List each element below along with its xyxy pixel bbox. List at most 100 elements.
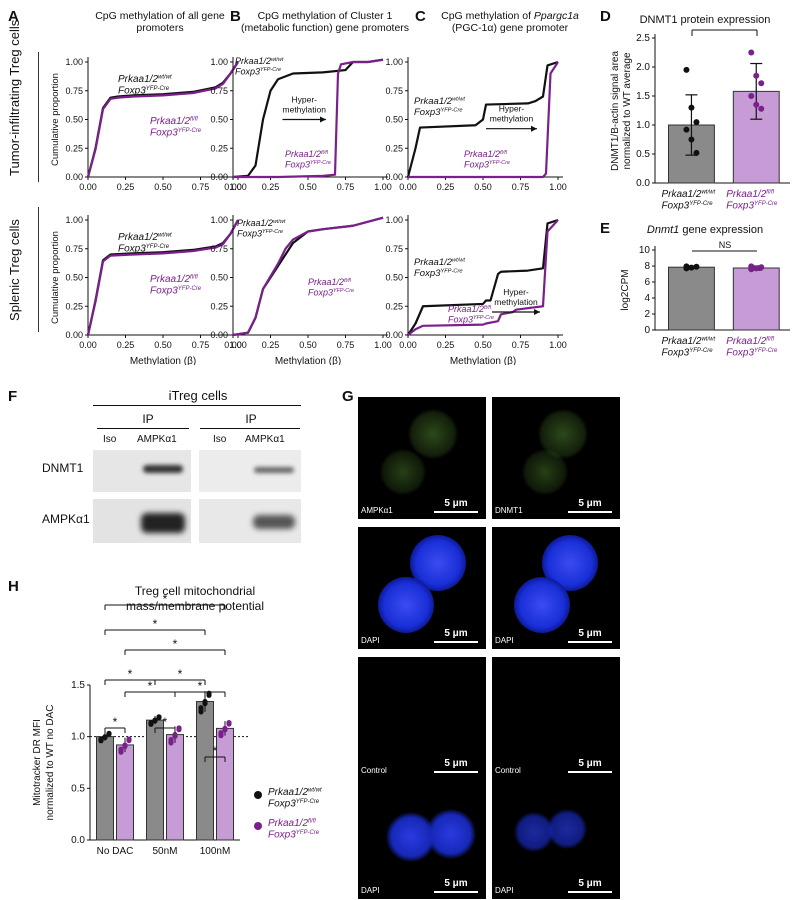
y-tick-label: 0.75 (65, 86, 83, 96)
legend-wt-line1: Prkaa1/2wt/wt (118, 232, 172, 243)
x-tick-label: 1.00 (549, 340, 567, 350)
bar-charts-de: 0.00.51.01.52.02.5Prkaa1/2wt/wtFoxp3YFP-… (610, 28, 790, 359)
x-axis-label: Methylation (β) (450, 356, 516, 365)
blot-row-dnmt1-label: DNMT1 (42, 461, 84, 475)
legend-wt-line2: Foxp3YFP-Cre (118, 86, 170, 97)
panel-a-title: CpG methylation of all gene promoters (95, 10, 225, 34)
blot-lane-ampk-1: AMPKα1 (137, 434, 177, 445)
sig-star: * (148, 679, 153, 693)
legend-wt-line1: Prkaa1/2wt/wt (118, 74, 172, 85)
data-point (683, 66, 690, 73)
scale-bar: 5 μm (568, 498, 612, 513)
blot-ampk-image-2 (199, 499, 301, 543)
pvalue-label: P = 0.0670 (701, 28, 750, 30)
blot-lane-iso-1: Iso (103, 434, 117, 445)
y-tick-label: 0.25 (65, 301, 83, 311)
row-label-splenic: Splenic Treg cells (7, 219, 22, 321)
y-tick-label: 1.0 (636, 120, 650, 131)
series-fl-line (407, 219, 559, 336)
y-tick-label: 1.00 (210, 57, 228, 67)
x-tick-label: 0.00 (399, 340, 417, 350)
micrograph-label: AMPKα1 (361, 506, 393, 515)
y-tick-label: 0.25 (65, 143, 83, 153)
x-tick-label: 1.00 (229, 182, 247, 192)
data-point (98, 736, 104, 742)
blot-ip-rule-1 (97, 428, 189, 429)
panel-h-title: Treg cell mitochondrial mass/membrane po… (125, 584, 265, 613)
x-tick-label: 0.50 (299, 182, 317, 192)
legend-wt-line2: Foxp3YFP-Cre (414, 107, 463, 118)
x-tick-label: 0.00 (224, 182, 242, 192)
data-point (748, 263, 755, 270)
x-tick-label: 0.25 (437, 340, 455, 350)
data-point (753, 101, 760, 108)
sig-star: * (163, 592, 168, 606)
y-tick-label: 0.0 (71, 835, 85, 846)
y-tick-label: 0.75 (385, 244, 403, 254)
scale-bar: 5 μm (434, 628, 478, 643)
y-tick-label: 2.5 (636, 33, 650, 44)
scale-bar: 5 μm (434, 758, 478, 773)
x-tick-label: 0.25 (117, 340, 135, 350)
row-divider-tumor (38, 52, 39, 182)
blot-title: iTreg cells (168, 388, 228, 403)
y-tick-label: 4 (644, 293, 650, 304)
row-divider-splenic (38, 207, 39, 332)
micrograph-8: DAPI 5 μm (492, 777, 620, 899)
micrograph-label: DAPI (361, 886, 380, 895)
y-tick-label: 1.00 (65, 57, 83, 67)
blot-ip-rule-2 (200, 428, 300, 429)
x-tick-label: 0.75 (337, 340, 355, 350)
blot-ampk-image-1 (93, 499, 191, 543)
y-tick-label: 0.00 (65, 330, 83, 340)
data-point (758, 80, 765, 87)
y-tick-label: 0.50 (385, 115, 403, 125)
data-point (758, 105, 765, 112)
x-label-fl-line2: Foxp3YFP-Cre (726, 348, 778, 359)
y-tick-label: 0.25 (210, 143, 228, 153)
blot-dnmt1-image-1 (93, 450, 191, 492)
y-axis-label-line2: normalized to WT no DAC (45, 705, 56, 821)
data-point (168, 736, 174, 743)
series-fl-line (233, 58, 384, 179)
legend-wt-line2: Foxp3YFP-Cre (235, 66, 281, 76)
legend-fl-line2: Foxp3YFP-Cre (268, 830, 320, 841)
data-point (748, 93, 755, 99)
data-point (172, 732, 178, 738)
micrograph-7: DAPI 5 μm (358, 777, 486, 899)
x-tick-label: 0.50 (299, 340, 317, 350)
legend-wt-line2: Foxp3YFP-Cre (414, 268, 463, 279)
micrograph-6: Control 5 μm (492, 657, 620, 779)
data-point (148, 720, 154, 726)
legend-wt-line1: Prkaa1/2wt/wt (414, 96, 465, 107)
data-point (683, 263, 690, 270)
y-axis-label-line2: normalized to WT average (622, 52, 633, 170)
y-tick-label: 0.50 (65, 115, 83, 125)
micrograph-label: DNMT1 (495, 506, 523, 515)
sig-star: * (128, 667, 133, 681)
x-tick-label: 0.75 (337, 182, 355, 192)
sig-star: * (113, 715, 118, 729)
data-point (102, 734, 108, 740)
y-tick-label: 0.75 (210, 86, 228, 96)
hyper-label-1: Hyper- (499, 104, 525, 114)
data-point (753, 265, 760, 272)
scale-bar: 5 μm (434, 878, 478, 893)
data-point (106, 730, 112, 736)
hyper-arrowhead (534, 309, 540, 315)
sig-star: * (163, 715, 168, 729)
panel-letter-f: F (8, 388, 18, 405)
x-tick-label: 1.00 (549, 182, 567, 192)
legend-fl-line1: Prkaa1/2fl/fl (448, 304, 492, 314)
bar-fl (216, 727, 234, 841)
x-axis-label: Methylation (β) (275, 356, 341, 365)
sig-star: * (178, 667, 183, 681)
